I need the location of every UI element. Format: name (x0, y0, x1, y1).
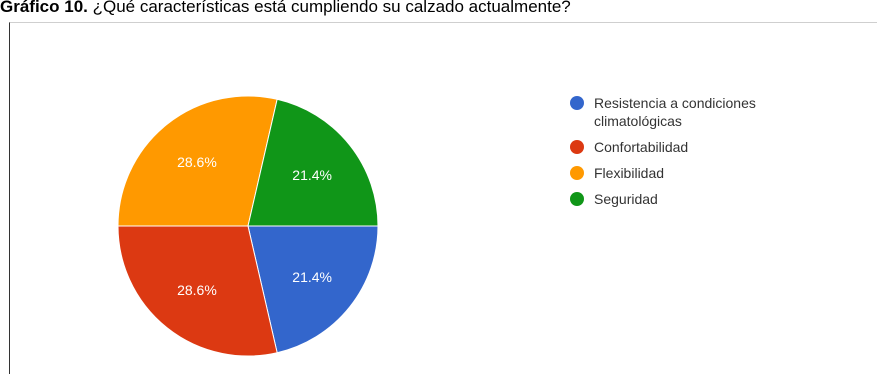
pie-slice-resistencia (247, 225, 379, 354)
slice-label-confortabilidad: 28.6% (177, 282, 217, 298)
legend-item: Resistencia a condiciones climatológicas (570, 94, 830, 130)
pie-slice-seguridad (247, 98, 379, 227)
legend-item: Confortabilidad (570, 138, 830, 156)
legend-item: Seguridad (570, 190, 830, 208)
pie-slice-flexibilidad (117, 95, 278, 227)
figure-caption: Gráfico 10. ¿Qué características está cu… (0, 0, 877, 18)
slice-label-seguridad: 21.4% (292, 167, 332, 183)
legend-marker-confortabilidad (570, 140, 584, 154)
legend-label-flexibilidad: Flexibilidad (594, 165, 665, 181)
legend-marker-seguridad (570, 192, 584, 206)
legend-label-resistencia: Resistencia a condiciones climatológicas (594, 95, 756, 129)
legend-label-confortabilidad: Confortabilidad (594, 139, 689, 155)
pie-slice-confortabilidad (117, 225, 278, 357)
caption-text: ¿Qué características está cumpliendo su … (87, 0, 571, 16)
slice-label-resistencia: 21.4% (292, 269, 332, 285)
legend-marker-resistencia (570, 96, 584, 110)
chart-legend: Resistencia a condiciones climatológicas… (570, 94, 830, 216)
legend-item: Flexibilidad (570, 164, 830, 182)
slice-label-flexibilidad: 28.6% (177, 154, 217, 170)
caption-label: Gráfico 10. (0, 0, 88, 16)
legend-marker-flexibilidad (570, 166, 584, 180)
legend-label-seguridad: Seguridad (594, 191, 658, 207)
